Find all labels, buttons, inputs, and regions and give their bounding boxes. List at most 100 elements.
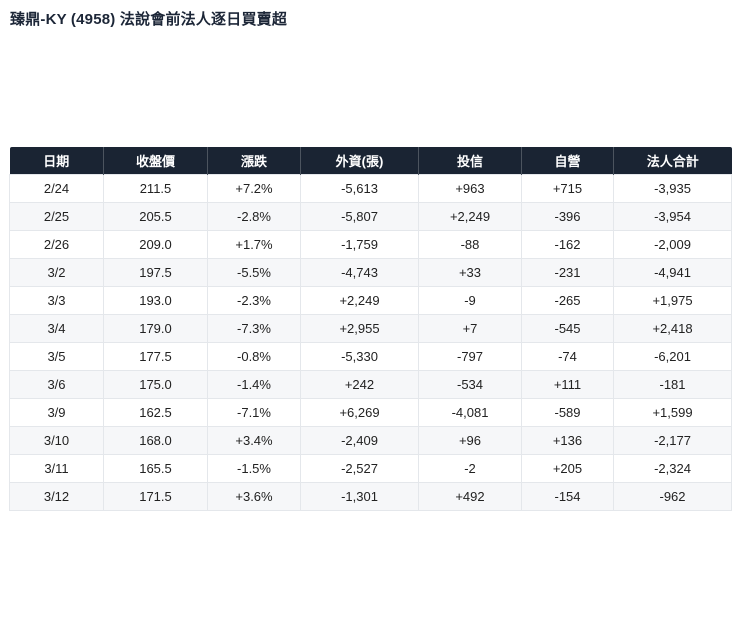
table-cell: 3/6 [9,370,104,399]
header-cell-5: 自營 [521,147,614,175]
table-cell: +2,249 [300,286,419,315]
table-row: 3/2 197.5 -5.5% -4,743 +33 -231 -4,941 [9,258,732,287]
table-cell: +33 [418,258,522,287]
table-cell: +963 [418,174,522,203]
table-cell: 175.0 [103,370,208,399]
table-cell: -154 [521,482,614,511]
table-cell: 3/9 [9,398,104,427]
table-row: 3/10 168.0 +3.4% -2,409 +96 +136 -2,177 [9,426,732,455]
table-cell: -7.3% [207,314,301,343]
table-cell: -3,935 [613,174,732,203]
table-cell: +242 [300,370,419,399]
table-cell: -5.5% [207,258,301,287]
table-cell: 209.0 [103,230,208,259]
table-row: 3/6 175.0 -1.4% +242 -534 +111 -181 [9,370,732,399]
table-cell: 2/25 [9,202,104,231]
table-cell: 193.0 [103,286,208,315]
table-cell: -9 [418,286,522,315]
table-cell: -4,941 [613,258,732,287]
header-cell-3: 外資(張) [300,147,419,175]
table-cell: +205 [521,454,614,483]
table-cell: 3/4 [9,314,104,343]
table-row: 3/3 193.0 -2.3% +2,249 -9 -265 +1,975 [9,286,732,315]
table-cell: 3/3 [9,286,104,315]
table-row: 2/24 211.5 +7.2% -5,613 +963 +715 -3,935 [9,174,732,203]
table-cell: 3/2 [9,258,104,287]
table-cell: 179.0 [103,314,208,343]
table-cell: +136 [521,426,614,455]
table-cell: 3/12 [9,482,104,511]
table-cell: 171.5 [103,482,208,511]
table-cell: -265 [521,286,614,315]
table-cell: -2,527 [300,454,419,483]
table-cell: -5,613 [300,174,419,203]
table-cell: +2,418 [613,314,732,343]
table-cell: -2,409 [300,426,419,455]
table-cell: +7.2% [207,174,301,203]
table-cell: -4,743 [300,258,419,287]
table-cell: +492 [418,482,522,511]
table-cell: 3/10 [9,426,104,455]
table-cell: -797 [418,342,522,371]
table-cell: -2,009 [613,230,732,259]
table-cell: -5,330 [300,342,419,371]
table-cell: -5,807 [300,202,419,231]
table-cell: +2,955 [300,314,419,343]
table-cell: -4,081 [418,398,522,427]
table-cell: -7.1% [207,398,301,427]
table-cell: -1.5% [207,454,301,483]
table-cell: -396 [521,202,614,231]
table-cell: 197.5 [103,258,208,287]
header-cell-2: 漲跌 [207,147,301,175]
header-cell-4: 投信 [418,147,522,175]
table-cell: -2,324 [613,454,732,483]
table-cell: -2 [418,454,522,483]
table-cell: -2.3% [207,286,301,315]
table-cell: +1.7% [207,230,301,259]
table-cell: -962 [613,482,732,511]
table-cell: 3/11 [9,454,104,483]
table-cell: -534 [418,370,522,399]
table-body: 2/24 211.5 +7.2% -5,613 +963 +715 -3,935 2/25 20… [9,174,732,511]
table-cell: 3/5 [9,342,104,371]
table-cell: +96 [418,426,522,455]
table-cell: -2,177 [613,426,732,455]
table-row: 3/11 165.5 -1.5% -2,527 -2 +205 -2,324 [9,454,732,483]
table-row: 3/12 171.5 +3.6% -1,301 +492 -154 -962 [9,482,732,511]
table-cell: -2.8% [207,202,301,231]
table-cell: 162.5 [103,398,208,427]
table-header-row: 日期 收盤價 漲跌 外資(張) 投信 自營 法人合計 [9,147,732,175]
table-cell: 177.5 [103,342,208,371]
table-cell: 2/24 [9,174,104,203]
table-cell: -1,759 [300,230,419,259]
page-title: 臻鼎-KY (4958) 法說會前法人逐日買賣超 [10,11,288,28]
header-cell-1: 收盤價 [103,147,208,175]
table-cell: +111 [521,370,614,399]
table-cell: -3,954 [613,202,732,231]
table-cell: -0.8% [207,342,301,371]
table-cell: 2/26 [9,230,104,259]
table-cell: -162 [521,230,614,259]
table-cell: +3.4% [207,426,301,455]
table-cell: 211.5 [103,174,208,203]
institutional-trading-table: 日期 收盤價 漲跌 外資(張) 投信 自營 法人合計 2/24 211.5 +7.2% -5,61… [9,147,732,511]
table-cell: +2,249 [418,202,522,231]
table-cell: 168.0 [103,426,208,455]
table-row: 2/26 209.0 +1.7% -1,759 -88 -162 -2,009 [9,230,732,259]
table-cell: +7 [418,314,522,343]
table-cell: -74 [521,342,614,371]
table-cell: -589 [521,398,614,427]
table-row: 3/5 177.5 -0.8% -5,330 -797 -74 -6,201 [9,342,732,371]
table-cell: -545 [521,314,614,343]
table-cell: -1,301 [300,482,419,511]
table-row: 2/25 205.5 -2.8% -5,807 +2,249 -396 -3,954 [9,202,732,231]
table-row: 3/4 179.0 -7.3% +2,955 +7 -545 +2,418 [9,314,732,343]
table-cell: +3.6% [207,482,301,511]
table-cell: 165.5 [103,454,208,483]
table-cell: -1.4% [207,370,301,399]
header-cell-6: 法人合計 [613,147,732,175]
table-cell: -88 [418,230,522,259]
institutional-trading-table-container: 日期 收盤價 漲跌 外資(張) 投信 自營 法人合計 2/24 211.5 +7.2% -5,61… [9,147,732,511]
table-cell: +6,269 [300,398,419,427]
table-cell: 205.5 [103,202,208,231]
